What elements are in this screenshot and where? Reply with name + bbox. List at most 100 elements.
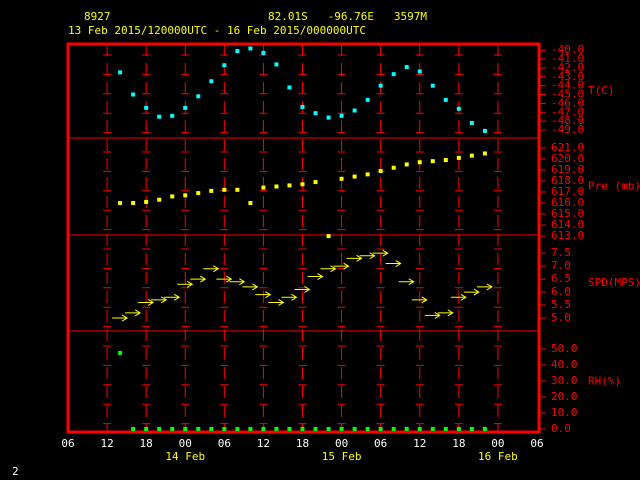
data-point	[274, 184, 279, 189]
y-tick-label: 614.0	[551, 218, 584, 231]
y-tick-label: 621.0	[551, 141, 584, 154]
y-tick-label: -48.0	[551, 114, 584, 127]
station-id: 8927	[84, 10, 111, 23]
wind-arrow	[190, 275, 207, 283]
data-point	[417, 69, 422, 74]
data-point	[196, 94, 201, 99]
data-point	[287, 183, 292, 188]
data-point	[443, 97, 448, 102]
wind-arrow	[320, 265, 337, 273]
grid-cross	[298, 54, 307, 425]
y-tick-label: 0.0	[551, 422, 571, 435]
data-point	[443, 158, 448, 163]
data-point	[209, 426, 214, 431]
y-tick-label: 615.0	[551, 207, 584, 220]
data-point	[352, 108, 357, 113]
data-point	[131, 92, 136, 97]
wind-arrow	[164, 293, 181, 301]
wind-arrow	[333, 262, 350, 270]
data-point	[404, 426, 409, 431]
data-point	[482, 426, 487, 431]
wind-arrow	[411, 296, 428, 304]
data-point	[222, 187, 227, 192]
x-date-label: 15 Feb	[322, 450, 362, 463]
grid-cross	[493, 54, 502, 425]
data-point	[261, 50, 266, 55]
data-point	[326, 234, 331, 239]
x-tick-label: 18	[452, 437, 465, 450]
wind-arrow	[125, 309, 142, 317]
page-number: 2	[12, 465, 19, 478]
y-axis-label: Pre (mb)	[588, 180, 640, 193]
y-tick-label: -47.0	[551, 105, 584, 118]
y-tick-label: 620.0	[551, 152, 584, 165]
x-tick-label: 12	[257, 437, 270, 450]
data-point	[378, 169, 383, 174]
y-tick-label: -45.0	[551, 88, 584, 101]
wind-arrow	[203, 265, 220, 273]
data-point	[144, 199, 149, 204]
y-tick-label: 5.5	[551, 298, 571, 311]
data-point	[378, 83, 383, 88]
grid-cross	[415, 54, 424, 425]
x-tick-label: 00	[335, 437, 348, 450]
wind-arrow	[242, 283, 259, 291]
grid-cross	[454, 54, 463, 425]
data-point	[482, 151, 487, 156]
data-point	[274, 62, 279, 67]
data-point	[469, 426, 474, 431]
wind-arrow	[281, 293, 298, 301]
y-tick-label: 616.0	[551, 196, 584, 209]
data-point	[404, 162, 409, 167]
x-tick-label: 00	[491, 437, 504, 450]
x-tick-label: 12	[413, 437, 426, 450]
data-point	[235, 49, 240, 54]
x-tick-label: 06	[218, 437, 231, 450]
data-point	[287, 85, 292, 90]
y-tick-label: 30.0	[551, 374, 578, 387]
data-point	[365, 97, 370, 102]
data-point	[469, 153, 474, 158]
wind-arrow	[346, 254, 363, 262]
y-tick-label: -40.0	[551, 43, 584, 56]
data-point	[300, 426, 305, 431]
data-point	[430, 83, 435, 88]
wind-arrow	[437, 309, 454, 317]
wind-arrow	[307, 273, 324, 280]
data-point	[365, 426, 370, 431]
data-point	[274, 426, 279, 431]
y-tick-label: 618.0	[551, 174, 584, 187]
data-point	[391, 426, 396, 431]
data-point	[365, 172, 370, 177]
data-point	[430, 426, 435, 431]
data-point	[300, 182, 305, 187]
wind-arrow	[476, 283, 493, 291]
plot-frame	[66, 42, 541, 434]
data-point	[183, 426, 188, 431]
y-axis-label: RH(%)	[588, 375, 621, 388]
data-point	[196, 426, 201, 431]
y-tick-label: 6.5	[551, 272, 571, 285]
wind-arrow	[294, 286, 311, 293]
wind-arrow	[450, 293, 467, 301]
data-point	[196, 191, 201, 196]
data-point	[209, 79, 214, 84]
wind-arrow	[463, 288, 480, 296]
y-axis-label: T(C)	[588, 84, 615, 97]
data-point	[404, 65, 409, 70]
y-tick-label: 7.5	[551, 246, 571, 259]
data-point	[339, 113, 344, 118]
grid-cross	[142, 54, 151, 425]
y-tick-label: 613.0	[551, 229, 584, 242]
wind-arrow	[229, 278, 246, 286]
data-point	[352, 426, 357, 431]
data-point	[261, 185, 266, 190]
data-point	[391, 72, 396, 77]
wind-arrow	[112, 314, 129, 322]
y-tick-label: -46.0	[551, 96, 584, 109]
data-point	[118, 201, 123, 206]
y-tick-label: 619.0	[551, 163, 584, 176]
